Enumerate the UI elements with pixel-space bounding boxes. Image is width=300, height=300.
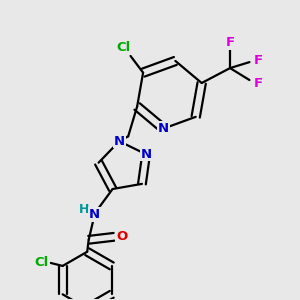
Text: Cl: Cl bbox=[34, 256, 49, 269]
Text: N: N bbox=[158, 122, 169, 135]
Text: O: O bbox=[116, 230, 127, 243]
Text: F: F bbox=[226, 36, 235, 49]
Text: H: H bbox=[79, 203, 89, 216]
Text: N: N bbox=[114, 135, 125, 148]
Text: F: F bbox=[254, 76, 263, 89]
Text: N: N bbox=[141, 148, 152, 161]
Text: N: N bbox=[89, 208, 100, 221]
Text: Cl: Cl bbox=[116, 41, 130, 54]
Text: F: F bbox=[254, 54, 263, 67]
